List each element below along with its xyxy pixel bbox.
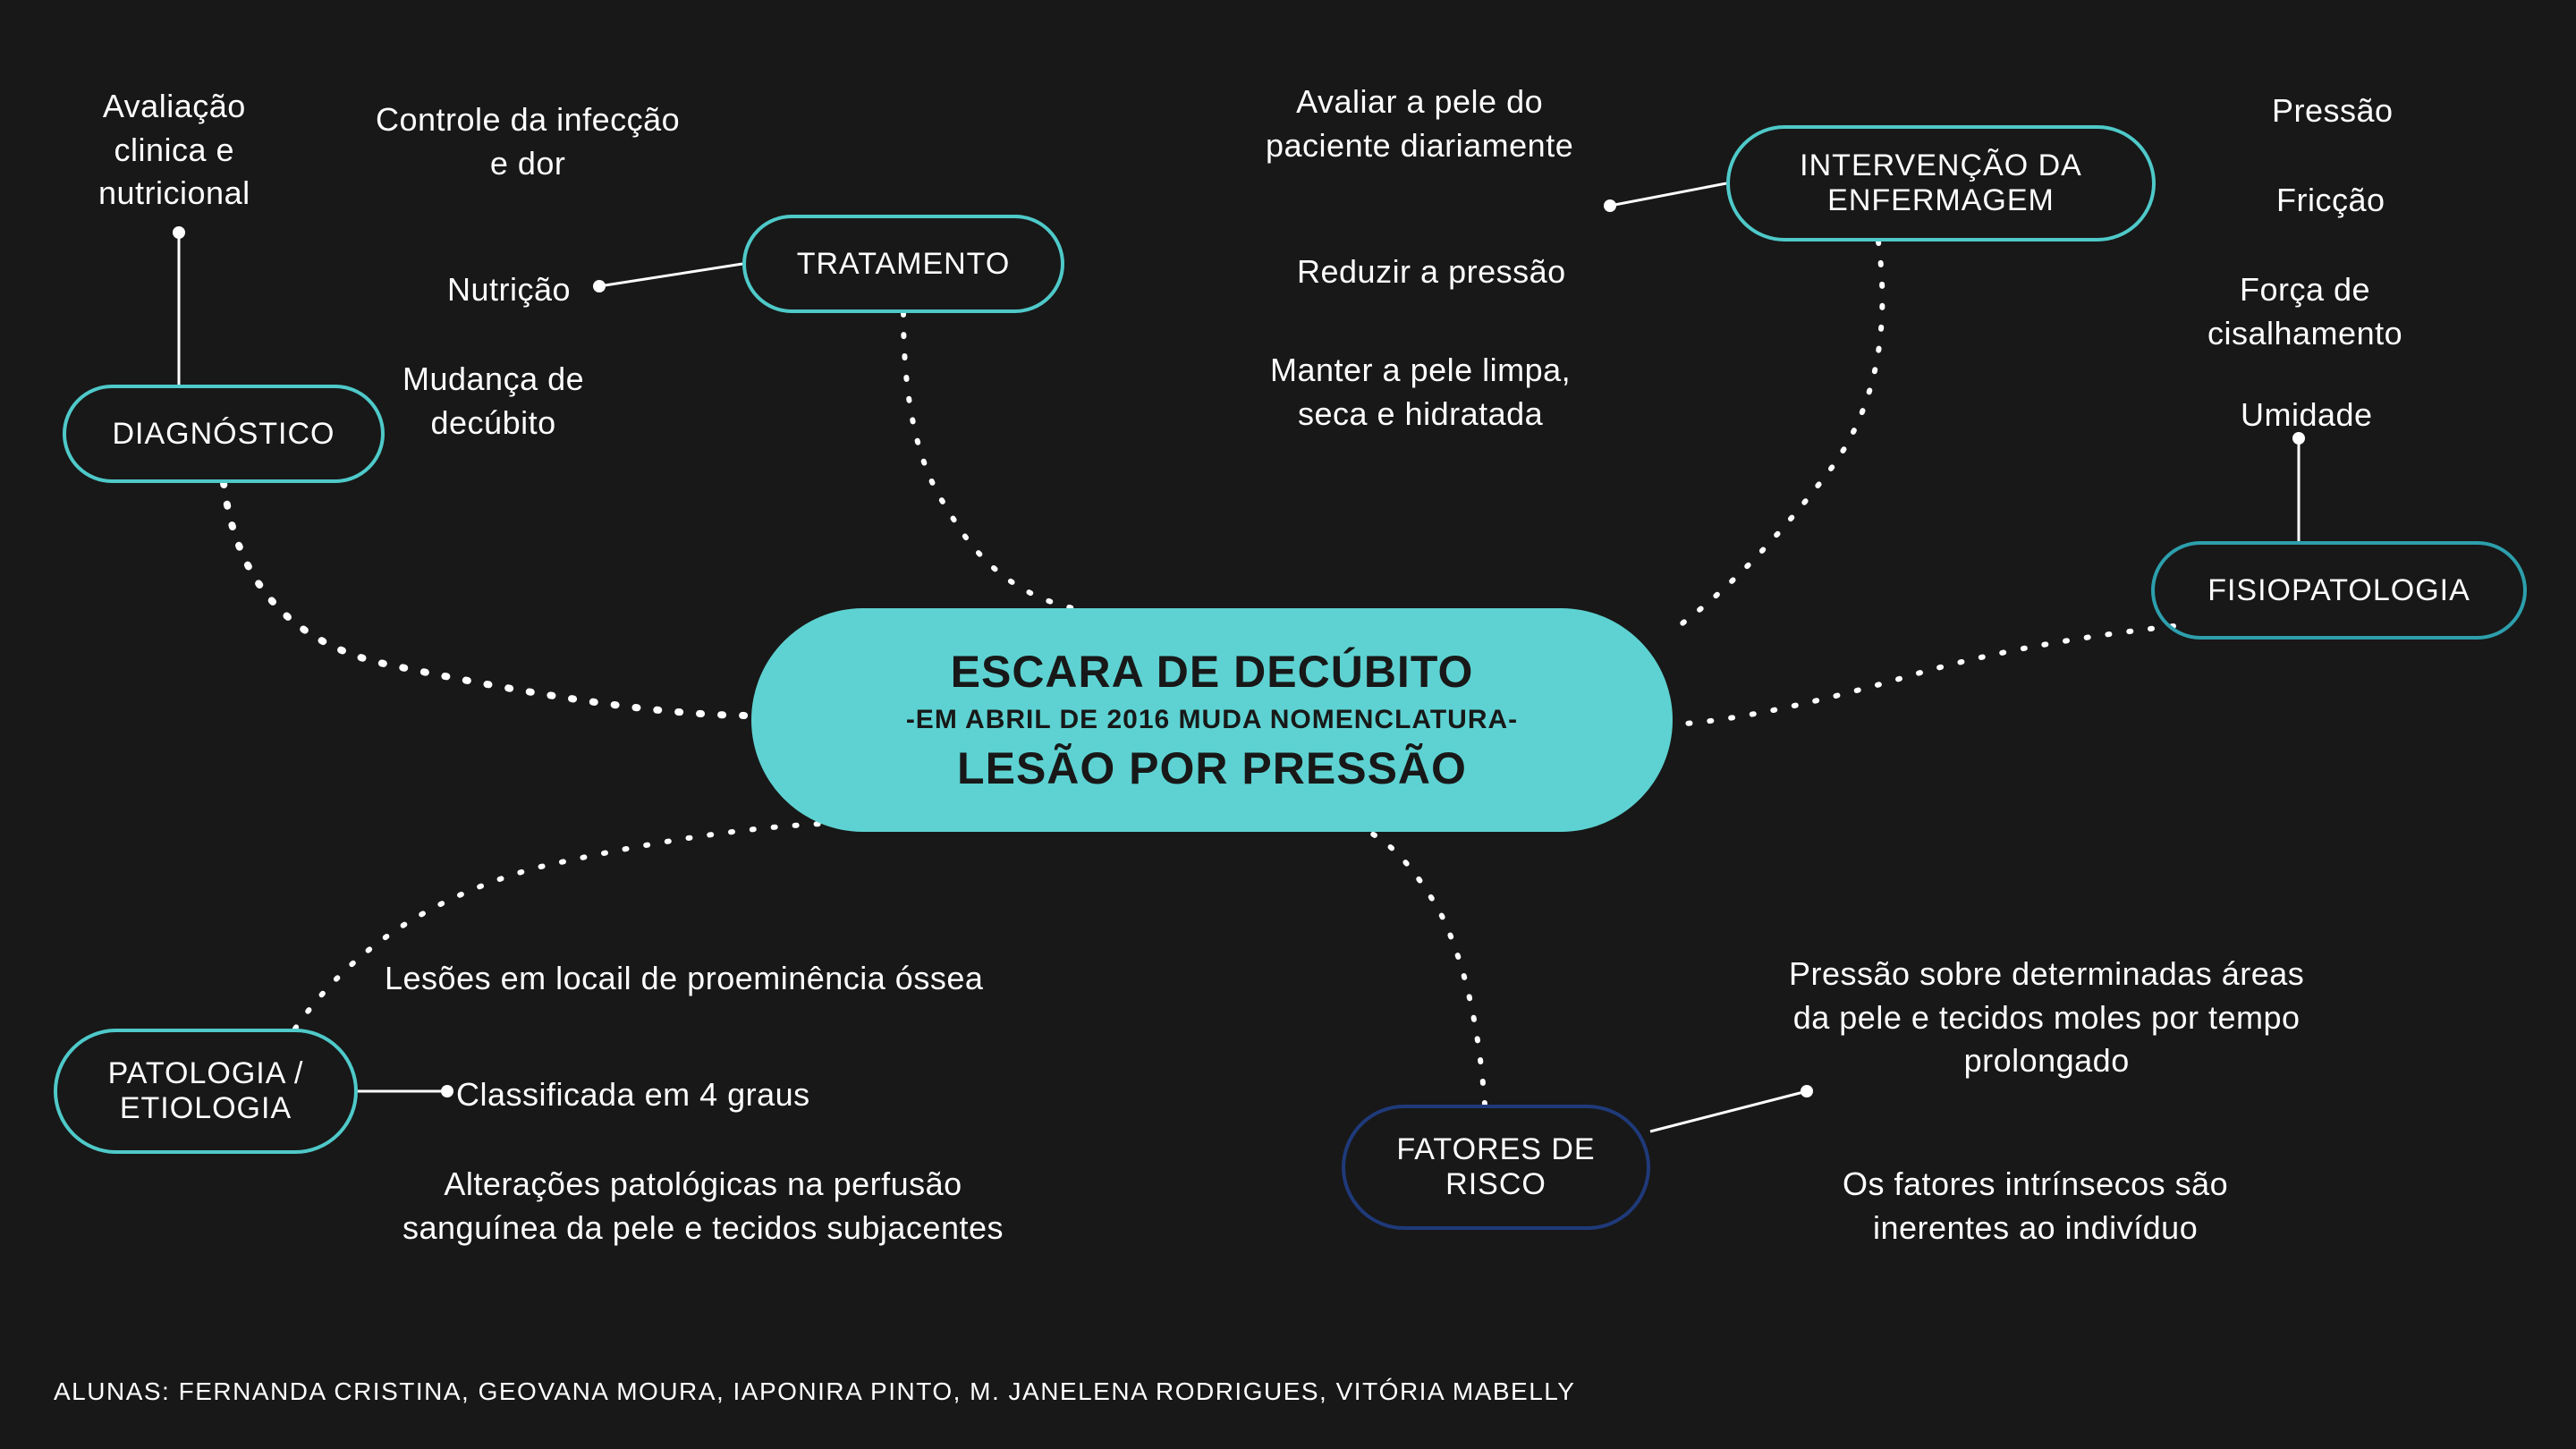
node-tratamento-label: TRATAMENTO [797,247,1011,282]
central-subtitle: -EM ABRIL DE 2016 MUDA NOMENCLATURA- [906,705,1518,735]
node-intervencao-label: INTERVENÇÃO DA ENFERMAGEM [1766,148,2116,218]
footer-credits: ALUNAS: FERNANDA CRISTINA, GEOVANA MOURA… [54,1377,1575,1406]
text-fisio_t3: Força decisalhamento [2207,268,2402,355]
node-fatores: FATORES DE RISCO [1342,1105,1650,1230]
node-patologia: PATOLOGIA / ETIOLOGIA [54,1029,358,1154]
node-fatores-label: FATORES DE RISCO [1372,1132,1620,1202]
central-node: ESCARA DE DECÚBITO -EM ABRIL DE 2016 MUD… [751,608,1673,832]
central-title2: LESÃO POR PRESSÃO [957,742,1467,794]
node-fisiopatologia: FISIOPATOLOGIA [2151,541,2527,640]
node-tratamento: TRATAMENTO [742,215,1064,313]
text-fat_t2: Os fatores intrínsecos sãoinerentes ao i… [1843,1163,2228,1250]
text-pat_t3: Alterações patológicas na perfusãosanguí… [402,1163,1004,1250]
text-trat_t1: Controle da infecçãoe dor [376,98,680,185]
node-patologia-label: PATOLOGIA / ETIOLOGIA [84,1056,327,1126]
text-fisio_t2: Fricção [2276,179,2385,223]
text-int_t3: Manter a pele limpa,seca e hidratada [1270,349,1571,436]
text-fisio_t1: Pressão [2272,89,2394,133]
node-diagnostico: DIAGNÓSTICO [63,385,385,483]
node-fisiopatologia-label: FISIOPATOLOGIA [2207,573,2470,608]
text-fisio_t4: Umidade [2241,394,2373,437]
text-pat_t1: Lesões em locail de proeminência óssea [385,957,983,1001]
text-int_t1: Avaliar a pele dopaciente diariamente [1266,80,1573,167]
text-fat_t1: Pressão sobre determinadas áreasda pele … [1789,953,2304,1083]
text-diag_t1: Avaliaçãoclinica enutricional [98,85,250,216]
central-title1: ESCARA DE DECÚBITO [951,646,1474,698]
text-trat_t3: Mudança dedecúbito [402,358,584,445]
text-int_t2: Reduzir a pressão [1297,250,1566,294]
node-diagnostico-label: DIAGNÓSTICO [112,417,335,452]
text-pat_t2: Classificada em 4 graus [456,1073,810,1117]
node-intervencao: INTERVENÇÃO DA ENFERMAGEM [1726,125,2156,242]
text-trat_t2: Nutrição [447,268,571,312]
